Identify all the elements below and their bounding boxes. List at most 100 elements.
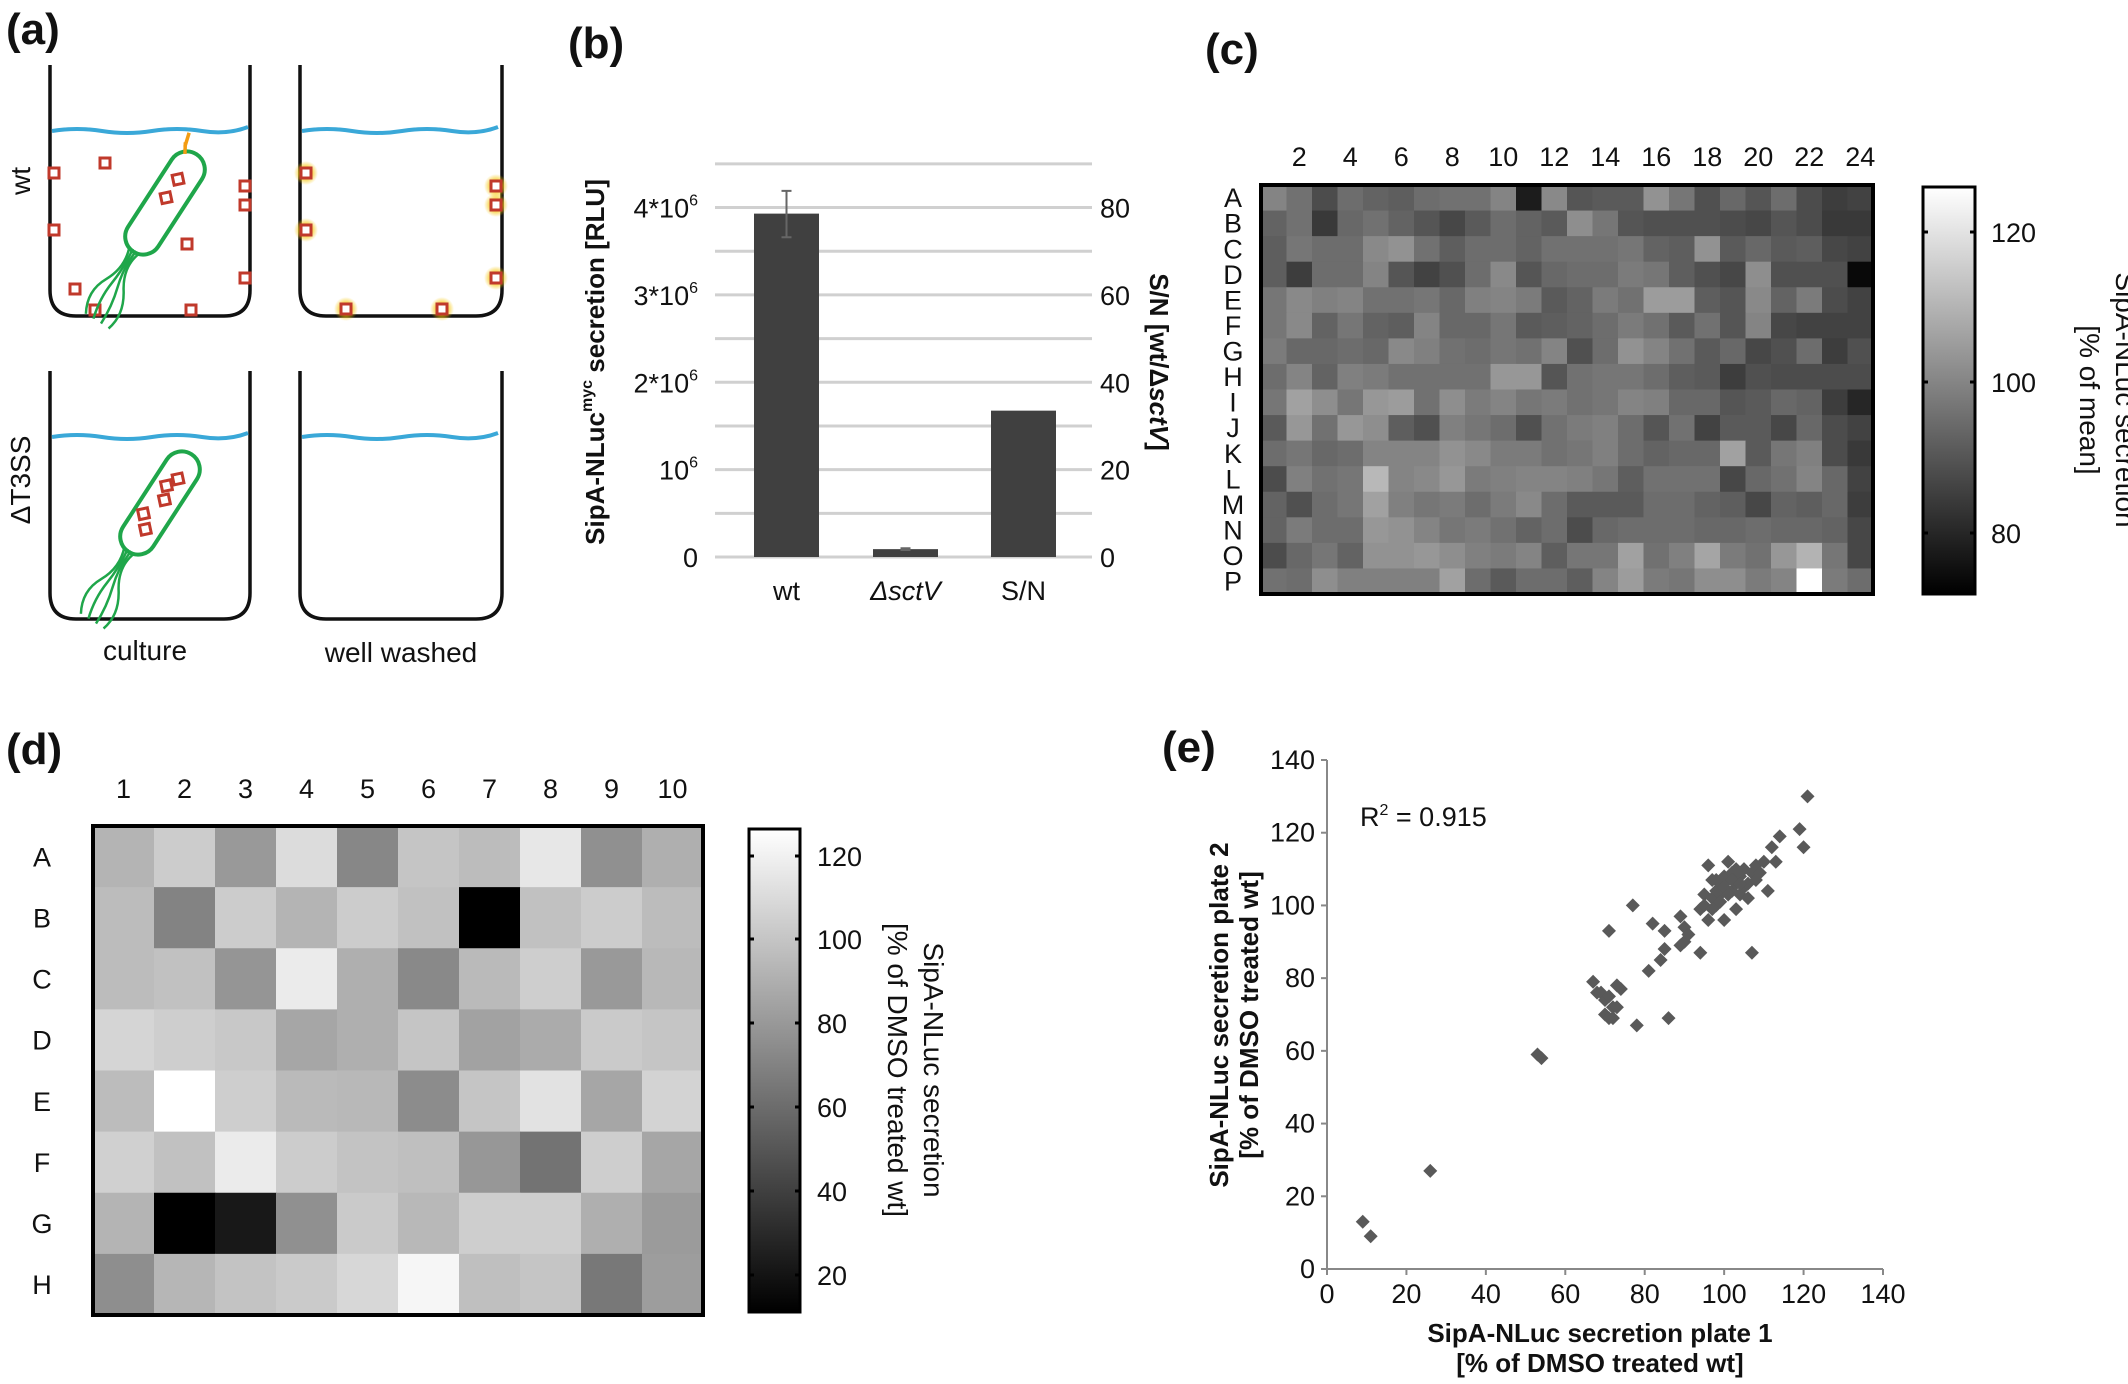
heatmap-cell [1363, 568, 1389, 595]
heatmap-cell [1567, 236, 1593, 263]
heatmap-cell [1669, 287, 1695, 314]
d-colorbar-title: SipA-NLuc secretion [918, 942, 949, 1197]
flagellum [94, 550, 133, 625]
heatmap-cell [1669, 338, 1695, 365]
row-label: C [32, 965, 52, 995]
heatmap-cell [520, 826, 582, 888]
heatmap-cell [398, 1192, 460, 1255]
heatmap-cell [1796, 517, 1823, 544]
heatmap-cell [1847, 363, 1874, 390]
heatmap-cell [1414, 389, 1440, 416]
column-label: 18 [1692, 142, 1722, 172]
heatmap-cell [1465, 440, 1491, 467]
heatmap-cell [1694, 440, 1721, 467]
heatmap-cell [1261, 287, 1287, 314]
heatmap-cell [1643, 287, 1670, 314]
panel-label-e: (e) [1162, 723, 1216, 772]
intracellular-protein [158, 478, 175, 494]
heatmap-cell [1643, 568, 1670, 595]
column-label: 1 [116, 774, 131, 804]
heatmap-cell [1388, 287, 1415, 314]
tick-text: 10 [659, 456, 689, 486]
heatmap-cell [1771, 185, 1797, 212]
heatmap-cell [520, 1131, 582, 1194]
heatmap-cell [1439, 185, 1466, 212]
heatmap-cell [1694, 185, 1721, 212]
heatmap-cell [1694, 338, 1721, 365]
col-label-culture: culture [103, 635, 187, 666]
heatmap-cell [1567, 287, 1593, 314]
secreted-protein [299, 223, 313, 237]
heatmap-cell [1643, 389, 1670, 416]
heatmap-cell [1414, 491, 1440, 518]
heatmap-cell [1388, 466, 1415, 493]
heatmap-cell [1363, 312, 1389, 339]
heatmap-cell [1541, 261, 1568, 288]
heatmap-cell [1694, 210, 1721, 237]
heatmap-cell [1312, 517, 1338, 544]
colorbar-tick-label: 100 [817, 925, 862, 955]
heatmap-cell [581, 1009, 643, 1071]
heatmap-cell [1822, 210, 1848, 237]
heatmap-cell [1439, 415, 1466, 442]
b-category-label: ΔsctV [869, 576, 944, 606]
heatmap-cell [1414, 287, 1440, 314]
heatmap-cell [1261, 440, 1287, 467]
tick-exponent: 6 [689, 280, 698, 297]
e-x-tick-label: 0 [1319, 1279, 1334, 1309]
heatmap-cell [1669, 261, 1695, 288]
heatmap-cell [1771, 287, 1797, 314]
panel-b-bar-chart: SipA-NLucmyc secretion [RLU] S/N [wt/Δsc… [579, 162, 1174, 606]
heatmap-cell [337, 826, 399, 888]
c-colorbar-title: SipA-NLuc secretion [2110, 272, 2128, 527]
panel-label-c: (c) [1205, 25, 1259, 74]
heatmap-cell [1490, 210, 1517, 237]
heatmap-cell [1541, 491, 1568, 518]
row-label: A [1224, 183, 1242, 213]
flagellum [79, 546, 126, 614]
heatmap-cell [1771, 466, 1797, 493]
heatmap-cell [1541, 415, 1568, 442]
row-label: C [1223, 234, 1243, 264]
heatmap-cell [1771, 415, 1797, 442]
heatmap-cell [1439, 568, 1466, 595]
heatmap-cell [1286, 440, 1313, 467]
heatmap-cell [1643, 440, 1670, 467]
heatmap-cell [1516, 542, 1542, 569]
medium-surface-line [51, 431, 249, 441]
scatter-point [1605, 1011, 1620, 1026]
secreted-protein [435, 302, 449, 316]
secreted-protein [47, 166, 61, 180]
column-label: 8 [1445, 142, 1460, 172]
heatmap-cell [1312, 312, 1338, 339]
e-x-tick-label: 20 [1391, 1279, 1421, 1309]
intracellular-protein [170, 171, 186, 187]
scatter-point [1740, 891, 1755, 906]
heatmap-cell [1567, 466, 1593, 493]
heatmap-cell [1465, 210, 1491, 237]
heatmap-cell [581, 887, 643, 949]
heatmap-cell [1363, 440, 1389, 467]
heatmap-cell [1822, 338, 1848, 365]
heatmap-cell [1847, 338, 1874, 365]
heatmap-cell [642, 1253, 704, 1316]
heatmap-cell [1388, 338, 1415, 365]
heatmap-cell [1847, 542, 1874, 569]
heatmap-cell [1286, 568, 1313, 595]
colorbar-tick-label: 40 [817, 1177, 847, 1207]
e-y-tick-label: 140 [1270, 745, 1315, 775]
heatmap-cell [93, 1192, 155, 1255]
colorbar-tick-label: 80 [1991, 519, 2021, 549]
heatmap-cell [1745, 415, 1772, 442]
heatmap-cell [215, 948, 277, 1010]
panel-label-d: (d) [6, 725, 62, 774]
heatmap-cell [276, 948, 338, 1010]
heatmap-cell [1694, 389, 1721, 416]
e-y-tick-label: 60 [1285, 1036, 1315, 1066]
heatmap-cell [1694, 236, 1721, 263]
column-label: 10 [657, 774, 687, 804]
heatmap-cell [1490, 415, 1517, 442]
heatmap-cell [1796, 287, 1823, 314]
heatmap-cell [1592, 542, 1619, 569]
heatmap-cell [1694, 568, 1721, 595]
